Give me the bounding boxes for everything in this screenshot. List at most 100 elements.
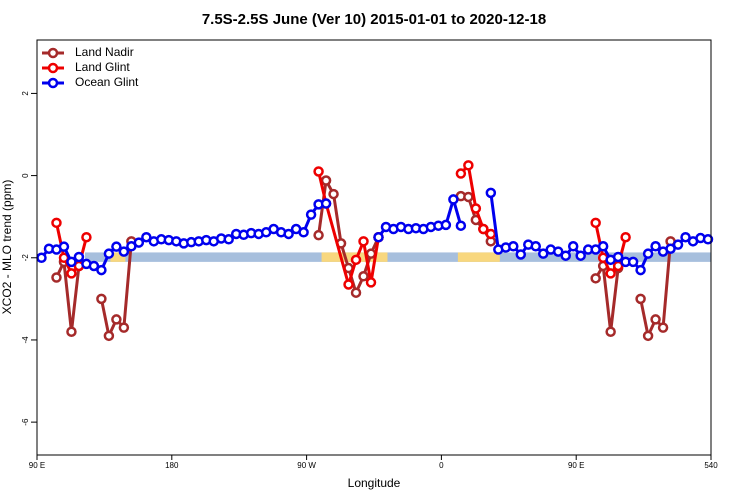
series-point — [590, 217, 601, 229]
y-tick-label: 2 — [21, 91, 30, 96]
series-point — [365, 277, 377, 288]
series-point — [141, 231, 152, 243]
series-point — [313, 166, 324, 177]
series-point — [305, 209, 317, 220]
series-point — [36, 252, 47, 264]
y-tick-label: -4 — [21, 336, 30, 344]
series-point — [478, 223, 489, 235]
series-point — [680, 231, 691, 243]
series-point — [650, 314, 661, 325]
series-point — [448, 194, 459, 205]
series-point — [118, 246, 130, 257]
series-point — [455, 168, 467, 179]
x-tick-label: 90 E — [568, 461, 584, 470]
series-point — [103, 248, 115, 259]
x-tick-label: 540 — [704, 461, 718, 470]
series-point — [96, 264, 107, 276]
series-point — [508, 241, 519, 252]
series-point — [111, 241, 122, 252]
series-point — [66, 256, 77, 268]
surface-band — [457, 252, 500, 262]
y-tick-label: -2 — [21, 254, 30, 262]
series-point — [111, 314, 122, 325]
series-point — [455, 220, 467, 231]
series-point — [320, 198, 332, 209]
x-tick-label: 90 E — [29, 461, 45, 470]
series-point — [51, 217, 62, 229]
series-point — [657, 322, 669, 333]
legend-label: Land Nadir — [75, 45, 134, 59]
series-point — [373, 231, 384, 243]
series-point — [96, 293, 107, 305]
series-point — [320, 175, 332, 186]
series-point — [560, 250, 571, 261]
x-tick-label: 180 — [165, 461, 179, 470]
x-tick-label: 0 — [439, 461, 444, 470]
series-point — [88, 260, 100, 272]
series-point — [343, 279, 354, 290]
series-point — [605, 268, 616, 279]
series-point — [470, 203, 482, 214]
series-point — [605, 326, 616, 337]
series-point — [650, 241, 661, 252]
series-point — [463, 191, 474, 203]
series-point — [590, 273, 601, 284]
y-tick-label: -6 — [21, 418, 30, 426]
legend-label: Land Glint — [75, 60, 130, 74]
legend-label: Ocean Glint — [75, 75, 139, 89]
series-point — [223, 234, 234, 245]
y-axis-label: XCO2 - MLO trend (ppm) — [0, 180, 14, 315]
series-point — [515, 249, 527, 260]
series-point — [350, 254, 362, 266]
series-point — [642, 248, 654, 259]
series-point — [358, 271, 369, 282]
surface-band — [110, 252, 126, 262]
series-point — [485, 187, 497, 199]
series-point — [103, 330, 115, 342]
series-point — [627, 256, 639, 268]
series-point — [485, 228, 497, 240]
surface-band — [84, 252, 711, 262]
y-tick-label: 0 — [21, 173, 30, 178]
series-point — [552, 246, 564, 257]
series-point — [530, 241, 542, 252]
series-point — [298, 227, 309, 238]
x-tick-label: 90 W — [297, 461, 316, 470]
plot-frame — [36, 39, 712, 456]
series-point — [537, 248, 549, 259]
series-point — [642, 330, 654, 342]
series-point — [118, 322, 130, 333]
series-point — [73, 251, 85, 263]
series-point — [313, 229, 324, 241]
series-point — [51, 272, 62, 283]
series-point — [133, 237, 145, 248]
series-point — [463, 160, 474, 171]
series-point — [350, 287, 362, 298]
series-point — [66, 326, 77, 337]
legend-marker — [47, 62, 59, 74]
series-point — [612, 251, 624, 263]
series-point — [635, 264, 646, 276]
series-line — [55, 256, 81, 332]
series-point — [672, 239, 684, 250]
series-point — [283, 228, 294, 240]
series-point — [440, 219, 452, 231]
series-point — [702, 234, 714, 245]
series-point — [665, 243, 676, 254]
series-point — [81, 231, 92, 243]
series-point — [358, 236, 369, 247]
series-point — [58, 241, 70, 252]
x-axis-label: Longitude — [348, 476, 401, 490]
legend-marker — [47, 47, 59, 59]
series-point — [620, 231, 631, 243]
series-point — [328, 188, 339, 200]
chart-title: 7.5S-2.5S June (Ver 10) 2015-01-01 to 20… — [202, 11, 546, 28]
series-point — [635, 293, 646, 305]
legend-marker — [47, 77, 59, 89]
series-point — [597, 241, 609, 252]
series-line — [594, 261, 620, 332]
series-point — [66, 268, 77, 279]
series-point — [575, 250, 586, 261]
series-point — [567, 241, 579, 252]
